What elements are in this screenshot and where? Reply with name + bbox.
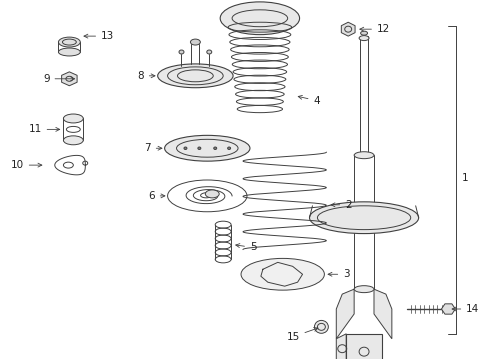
Text: 2: 2 [330,200,351,210]
Ellipse shape [157,64,233,88]
Text: 10: 10 [11,160,42,170]
Ellipse shape [183,147,186,149]
Text: 8: 8 [137,71,155,81]
Text: 7: 7 [144,143,162,153]
Text: 4: 4 [298,95,320,105]
Ellipse shape [59,48,80,56]
Ellipse shape [205,190,219,198]
Text: 9: 9 [43,74,75,84]
Ellipse shape [227,147,230,149]
Text: 14: 14 [451,304,479,314]
Polygon shape [336,334,346,360]
Ellipse shape [358,36,368,41]
Text: 5: 5 [235,243,256,252]
Ellipse shape [179,50,183,54]
Ellipse shape [314,320,327,333]
Polygon shape [441,304,454,314]
Text: 13: 13 [84,31,114,41]
Polygon shape [61,72,77,86]
Ellipse shape [190,39,200,45]
Ellipse shape [59,37,80,47]
Ellipse shape [206,50,211,54]
Ellipse shape [213,147,216,149]
Polygon shape [336,289,353,339]
Text: 15: 15 [286,328,317,342]
Polygon shape [341,22,354,36]
Ellipse shape [220,2,299,35]
Text: 11: 11 [28,125,60,134]
Ellipse shape [241,258,324,290]
Text: 12: 12 [359,24,389,34]
Ellipse shape [164,135,249,161]
Bar [346,334,381,360]
Ellipse shape [353,152,373,159]
Ellipse shape [353,286,373,293]
Text: 6: 6 [148,191,164,201]
Text: 3: 3 [327,269,349,279]
Text: 1: 1 [460,173,467,183]
Ellipse shape [309,202,418,234]
Ellipse shape [232,10,287,27]
Ellipse shape [63,114,83,123]
Ellipse shape [198,147,201,149]
Polygon shape [373,289,391,339]
Ellipse shape [167,67,223,85]
Ellipse shape [360,31,367,35]
Ellipse shape [63,136,83,145]
